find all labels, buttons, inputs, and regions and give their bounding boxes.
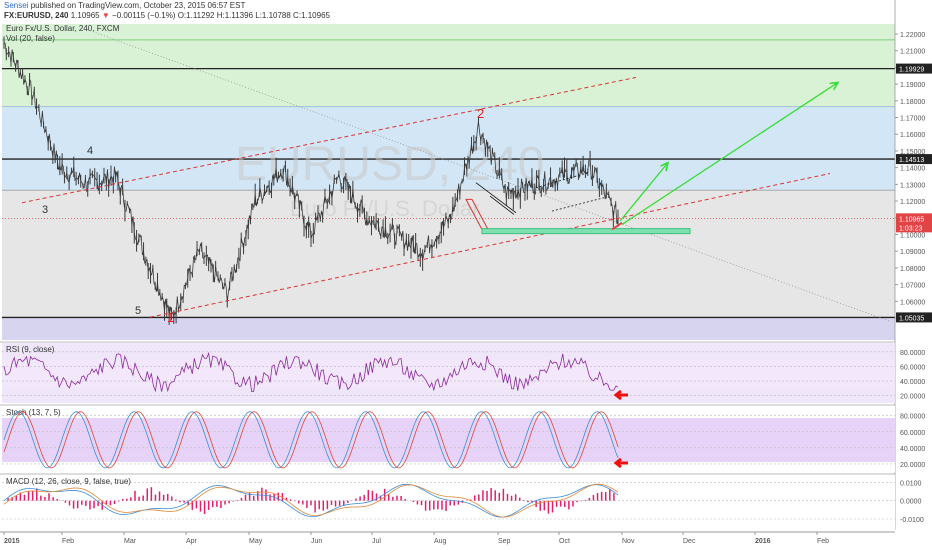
macd-line-0 — [3, 483, 619, 518]
price-tick-label: 1.09000 — [900, 249, 925, 256]
green-arrow-short — [619, 163, 668, 222]
price-badge — [896, 312, 932, 323]
stoch-tick-label: 80.0000 — [900, 414, 925, 421]
time-tick-label: Feb — [817, 538, 829, 545]
watermark-symbol: EURUSD, 240 — [235, 138, 544, 191]
price-badge — [896, 63, 932, 74]
wedge-line-a — [475, 182, 517, 214]
price-tick-label: 1.13000 — [900, 182, 925, 189]
stoch-legend: Stoch (13, 7, 5) — [6, 408, 61, 417]
stoch-tick-label: 20.0000 — [900, 462, 925, 469]
wave-label-4: 4 — [87, 145, 93, 157]
time-tick-label: Sep — [498, 538, 511, 545]
wave-label-5: 5 — [135, 305, 141, 317]
price-tick-label: 1.08000 — [900, 266, 925, 273]
price-badge-label: 1.19929 — [899, 67, 924, 74]
time-tick-label: Aug — [434, 538, 447, 545]
time-tick-label: May — [249, 538, 263, 545]
rsi-tick-label: 40.0000 — [900, 379, 925, 386]
price-tick-label: 1.18000 — [900, 99, 925, 106]
macd-tick-label: 0.0100 — [900, 480, 922, 487]
rsi-signal-arrow-icon — [613, 389, 628, 401]
price-tick-label: 1.21000 — [900, 49, 925, 56]
time-tick-label: Jun — [311, 538, 322, 545]
wave-label-1: 1 — [167, 310, 174, 325]
time-tick-label: Nov — [622, 538, 635, 545]
support-zone-rect — [481, 228, 691, 235]
price-tick-label: 1.07000 — [900, 283, 925, 290]
price-badge — [896, 154, 932, 165]
rsi-tick-label: 60.0000 — [900, 364, 925, 371]
header-line-2: FX:EURUSD, 240 1.10965 ▼ −0.00115 (−0.1%… — [4, 11, 330, 20]
time-tick-label: 2015 — [4, 538, 20, 545]
flag-line-upper — [535, 172, 589, 189]
price-tick-label: 1.19000 — [900, 82, 925, 89]
price-tick-label: 1.15000 — [900, 149, 925, 156]
symbol-label: FX:EURUSD, 240 — [4, 11, 69, 20]
ohlc-values: O:1.11292 H:1.11396 L:1.10788 C:1.10965 — [177, 11, 330, 20]
price-badge-label: 1.10965 — [899, 216, 924, 223]
price-axis-bg — [895, 0, 932, 550]
macd-pane-bg — [2, 475, 895, 530]
stoch-signal-arrow-icon — [613, 457, 628, 469]
stoch-tick-label: 40.0000 — [900, 446, 925, 453]
price-tick-label: 1.06000 — [900, 299, 925, 306]
macd-legend: MACD (12, 26, close, 9, false, true) — [6, 477, 131, 486]
price-badge — [896, 213, 932, 224]
down-arrow-icon: ▼ — [101, 11, 110, 20]
rsi-band — [2, 360, 895, 388]
time-tick-label: Oct — [559, 538, 570, 545]
green-arrow-long — [621, 82, 838, 225]
price-change: −0.00115 (−0.1%) — [112, 11, 176, 20]
grey-diagonal-trendline — [89, 30, 891, 322]
last-price: 1.10965 — [70, 11, 100, 20]
flag-line-lower — [551, 197, 605, 212]
price-badge-label: 1.14513 — [899, 157, 924, 164]
macd-tick-label: 0.0000 — [900, 499, 922, 506]
author-name[interactable]: Sensei — [4, 1, 29, 10]
time-tick-label: Jul — [372, 538, 381, 545]
price-tick-label: 1.16000 — [900, 132, 925, 139]
price-tick-label: 1.22000 — [900, 32, 925, 39]
price-badge-label: 1.05035 — [899, 315, 924, 322]
wave-label-3: 3 — [42, 204, 48, 216]
price-line — [3, 42, 619, 318]
rsi-tick-label: 20.0000 — [900, 394, 925, 401]
time-tick-label: Apr — [186, 538, 198, 545]
vol-legend: Vol (20, false) — [6, 34, 55, 43]
red-entry-arrow — [611, 221, 623, 231]
stoch-tick-label: 60.0000 — [900, 430, 925, 437]
time-tick-label: Mar — [124, 538, 137, 545]
published-text: published on TradingView.com, October 23… — [30, 1, 246, 10]
blue-zone-band — [2, 107, 895, 191]
purple-zone-band — [2, 318, 895, 340]
green-zone-band — [2, 24, 895, 108]
price-badge-label: 1:03:23 — [899, 225, 922, 232]
stoch-line-1 — [3, 411, 619, 469]
stoch-band — [2, 418, 895, 462]
price-tick-label: 1.14000 — [900, 166, 925, 173]
rsi-legend: RSI (9, close) — [6, 345, 55, 354]
watermark-name: Euro Fx/U.S. Dollar — [290, 196, 480, 221]
lower-channel-line — [149, 173, 831, 318]
price-tick-label: 1.17000 — [900, 116, 925, 123]
macd-tick-label: -0.0100 — [900, 517, 924, 524]
rsi-tick-label: 80.0000 — [900, 350, 925, 357]
time-tick-label: 2016 — [755, 538, 771, 545]
wedge-line-b — [489, 195, 515, 215]
wave-label-2: 2 — [477, 106, 484, 121]
price-badge — [896, 222, 932, 233]
price-tick-label: 1.10000 — [900, 232, 925, 239]
grey-zone-band — [2, 190, 895, 318]
main-legend: Euro Fx/U.S. Dollar, 240, FXCM — [6, 24, 120, 33]
time-tick-label: Dec — [683, 538, 696, 545]
header-line-1: Sensei published on TradingView.com, Oct… — [4, 1, 245, 10]
time-tick-label: Feb — [62, 538, 74, 545]
stoch-line-0 — [3, 411, 619, 469]
rsi-line-0 — [3, 351, 619, 393]
price-tick-label: 1.12000 — [900, 199, 925, 206]
macd-line-1 — [3, 483, 619, 518]
